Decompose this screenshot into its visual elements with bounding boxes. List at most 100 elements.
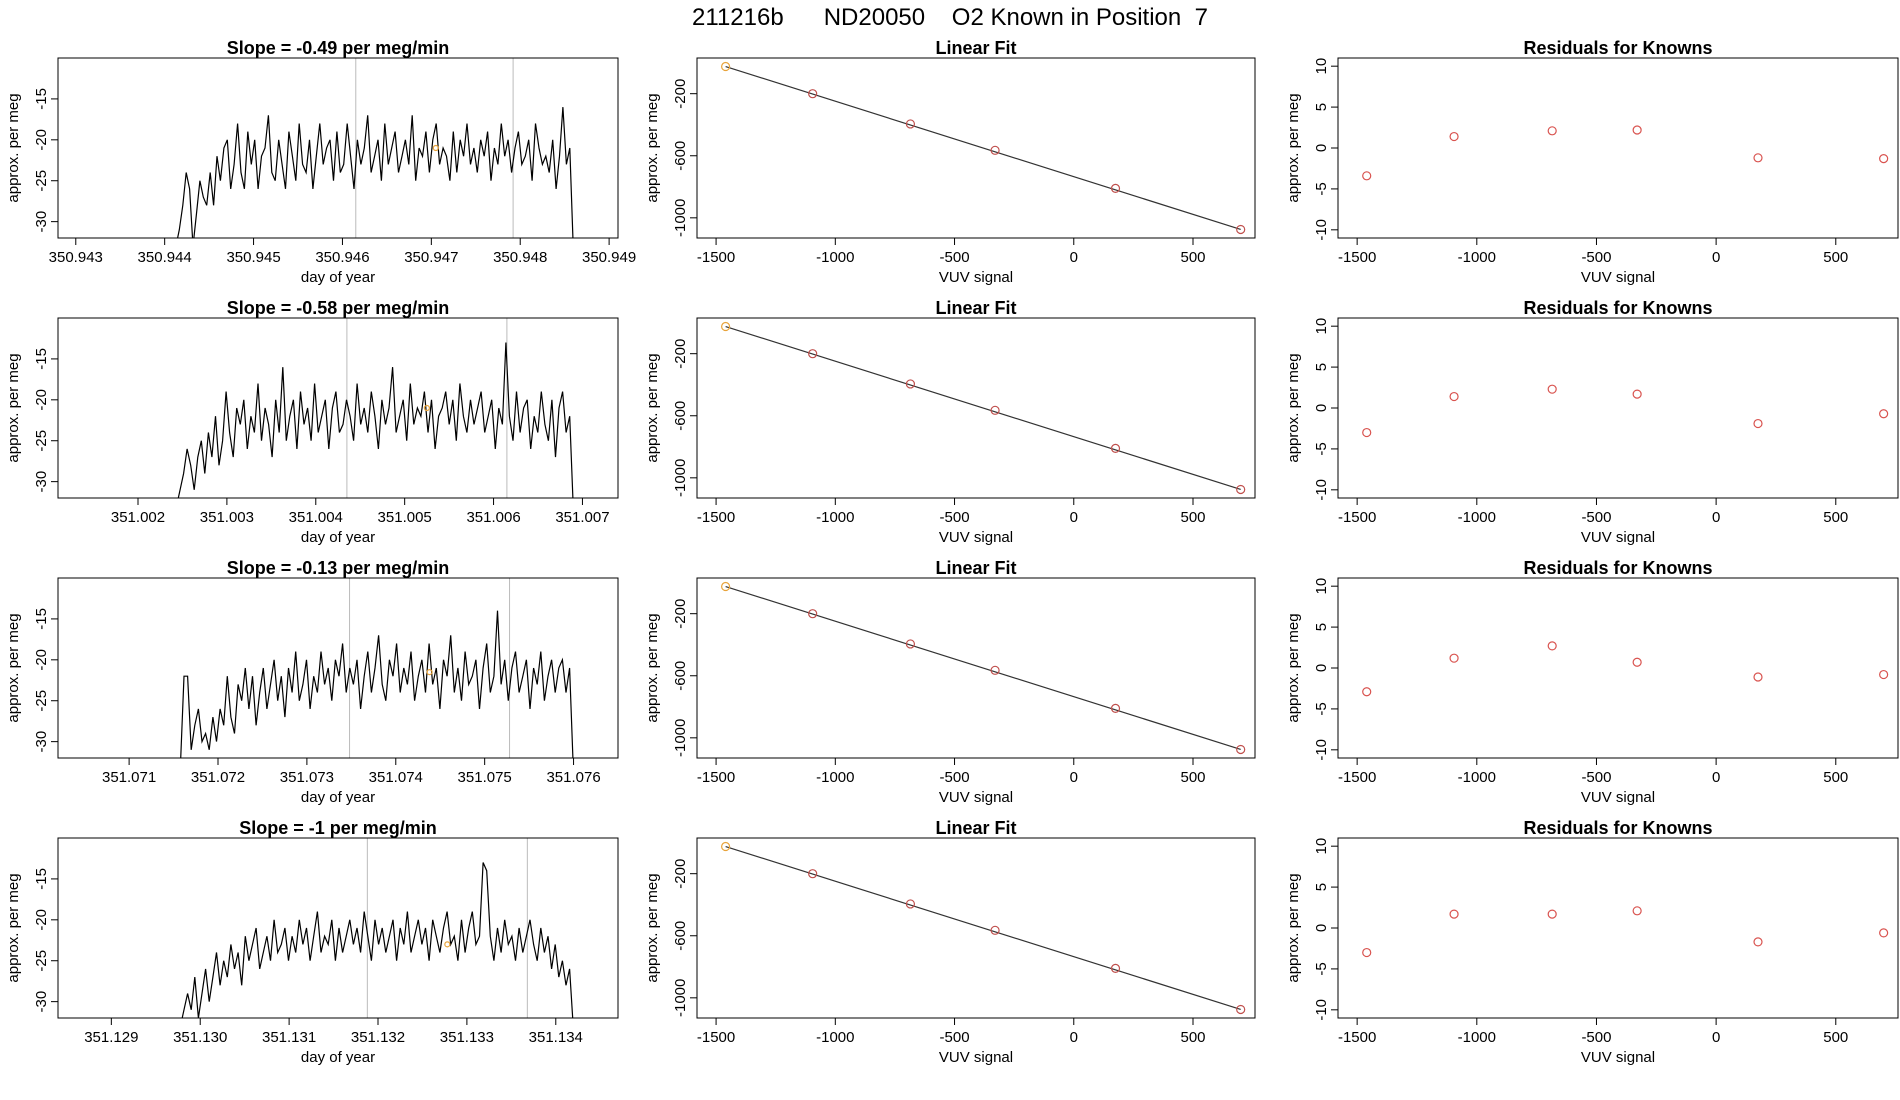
x-tick-label: -500: [940, 249, 970, 266]
x-tick-label: 500: [1823, 769, 1848, 786]
y-axis-label: approx. per meg: [644, 873, 661, 982]
x-tick-label: -1000: [816, 509, 854, 526]
x-tick-label: 351.006: [466, 509, 520, 526]
y-tick-label: -20: [33, 909, 50, 931]
fit-point: [905, 639, 916, 649]
y-tick-label: 5: [1313, 103, 1330, 111]
y-tick-label: -25: [33, 950, 50, 972]
x-tick-label: 351.073: [280, 769, 334, 786]
y-tick-label: 10: [1313, 318, 1330, 335]
plot-frame: [57, 577, 619, 759]
residuals-panel: -1500 -1000 -500 0 500 10 5 0 -5 -10 Residuals for…: [1285, 298, 1899, 546]
x-tick-label: -1500: [1338, 1029, 1376, 1046]
y-axis-label: approx. per meg: [1285, 93, 1302, 202]
x-tick-label: 351.072: [191, 769, 245, 786]
y-tick-label: -15: [33, 348, 50, 370]
time-series-panel: 350.943 350.944 350.945 350.946 350.947 350.9…: [5, 38, 636, 286]
linear-fit-panel: -1500 -1000 -500 0 500 -200 -600 -1000 Linear Fi…: [644, 298, 1256, 546]
fit-line: [725, 65, 1241, 231]
y-tick-label: -30: [33, 211, 50, 233]
residuals-panel: -1500 -1000 -500 0 500 10 5 0 -5 -10 Residuals for…: [1285, 558, 1899, 806]
y-tick-label: -10: [1313, 219, 1330, 241]
residual-point: [1547, 909, 1557, 919]
panel-title: Slope = -1 per meg/min: [239, 818, 437, 838]
x-tick-label: -1500: [697, 249, 735, 266]
panel-title: Residuals for Knowns: [1523, 298, 1712, 318]
page-title: 211216b ND20050 O2 Known in Position 7: [692, 4, 1208, 31]
x-tick-label: 500: [1823, 1029, 1848, 1046]
residual-point: [1632, 657, 1642, 667]
y-axis-label: approx. per meg: [644, 353, 661, 462]
x-tick-label: 0: [1712, 769, 1720, 786]
y-tick-label: -20: [33, 129, 50, 151]
residual-point: [1362, 171, 1372, 181]
fit-point: [1110, 183, 1121, 193]
residual-point: [1632, 906, 1642, 916]
data-trace: [177, 342, 574, 498]
y-tick-label: 10: [1313, 58, 1330, 75]
x-tick-label: 351.133: [440, 1029, 494, 1046]
residual-point: [1632, 389, 1642, 399]
y-tick-label: -1000: [672, 199, 689, 237]
panel-title: Residuals for Knowns: [1523, 558, 1712, 578]
y-axis-label: approx. per meg: [5, 93, 22, 202]
residual-point: [1753, 937, 1763, 947]
residual-point: [1449, 391, 1459, 402]
x-tick-label: 350.943: [49, 249, 103, 266]
residual-point: [1547, 384, 1557, 394]
x-tick-label: 350.948: [493, 249, 547, 266]
y-axis-label: approx. per meg: [1285, 353, 1302, 462]
y-tick-label: -5: [1313, 962, 1330, 975]
fit-point: [990, 925, 1000, 935]
fit-point: [721, 581, 731, 592]
x-tick-label: 351.005: [378, 509, 432, 526]
known-point-marker: [423, 404, 430, 412]
plot-frame: [696, 57, 1256, 239]
y-tick-label: 5: [1313, 623, 1330, 631]
x-tick-label: 0: [1712, 509, 1720, 526]
y-tick-label: -600: [672, 661, 689, 691]
y-axis-label: approx. per meg: [1285, 613, 1302, 722]
known-point-marker: [426, 668, 433, 676]
residual-point: [1753, 672, 1763, 682]
panel-title: Linear Fit: [935, 818, 1016, 838]
residual-point: [1449, 653, 1459, 663]
panel-title: Linear Fit: [935, 558, 1016, 578]
x-axis-label: VUV signal: [1581, 269, 1655, 286]
y-tick-label: 0: [1313, 924, 1330, 932]
x-tick-label: -1500: [1338, 509, 1376, 526]
fit-point: [905, 379, 916, 389]
y-tick-label: -600: [672, 141, 689, 171]
y-tick-label: 0: [1313, 404, 1330, 412]
y-axis-label: approx. per meg: [5, 353, 22, 462]
residual-point: [1362, 687, 1372, 697]
x-tick-label: 500: [1180, 249, 1205, 266]
y-tick-label: -15: [33, 88, 50, 110]
x-tick-label: 351.004: [289, 509, 343, 526]
residual-point: [1547, 126, 1557, 136]
x-axis-label: VUV signal: [939, 789, 1013, 806]
y-tick-label: 0: [1313, 144, 1330, 152]
plot-frame: [1337, 837, 1899, 1019]
x-tick-label: 351.003: [200, 509, 254, 526]
fit-point: [1236, 224, 1246, 235]
y-tick-label: -10: [1313, 479, 1330, 501]
x-tick-label: 500: [1180, 509, 1205, 526]
residual-point: [1753, 153, 1763, 163]
fit-point: [1110, 703, 1121, 713]
plot-frame: [1337, 57, 1899, 239]
x-axis-label: day of year: [301, 789, 375, 806]
y-tick-label: -600: [672, 401, 689, 431]
linear-fit-panel: -1500 -1000 -500 0 500 -200 -600 -1000 Linear Fi…: [644, 38, 1256, 286]
y-tick-label: -20: [33, 649, 50, 671]
x-tick-label: 351.007: [555, 509, 609, 526]
x-tick-label: -500: [1581, 249, 1611, 266]
fit-point: [990, 145, 1000, 155]
x-tick-label: 351.075: [458, 769, 512, 786]
x-tick-label: 500: [1180, 1029, 1205, 1046]
y-axis-label: approx. per meg: [5, 613, 22, 722]
linear-fit-panel: -1500 -1000 -500 0 500 -200 -600 -1000 Linear Fi…: [644, 818, 1256, 1066]
data-trace: [180, 610, 574, 758]
x-axis-label: day of year: [301, 529, 375, 546]
panel-title: Slope = -0.13 per meg/min: [227, 558, 450, 578]
